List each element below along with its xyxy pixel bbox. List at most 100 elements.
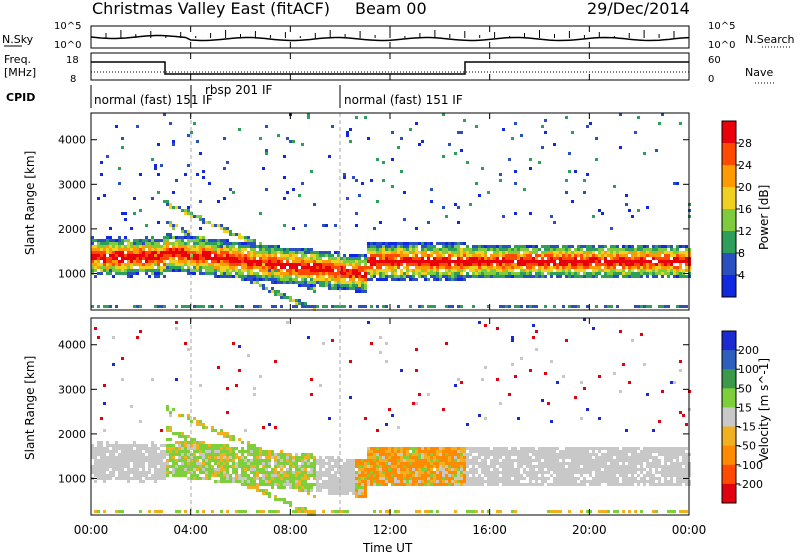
heatmap-cell xyxy=(583,260,586,263)
heatmap-cell xyxy=(511,465,514,468)
heatmap-cell xyxy=(157,242,160,245)
heatmap-cell xyxy=(685,254,688,257)
heatmap-cell xyxy=(247,269,250,272)
heatmap-cell xyxy=(547,402,550,405)
heatmap-cell xyxy=(475,248,478,251)
heatmap-cell xyxy=(577,477,580,480)
heatmap-cell xyxy=(187,251,190,254)
heatmap-cell xyxy=(196,468,199,471)
heatmap-cell xyxy=(268,492,271,495)
heatmap-cell xyxy=(520,474,523,477)
heatmap-cell xyxy=(349,477,352,480)
heatmap-cell xyxy=(184,263,187,266)
heatmap-cell xyxy=(301,269,304,272)
heatmap-cell xyxy=(565,462,568,465)
heatmap-cell xyxy=(436,269,439,272)
heatmap-cell xyxy=(478,450,481,453)
heatmap-cell xyxy=(382,263,385,266)
heatmap-cell xyxy=(301,480,304,483)
heatmap-cell xyxy=(286,260,289,263)
heatmap-cell xyxy=(166,266,169,269)
heatmap-cell xyxy=(139,330,142,333)
heatmap-cell xyxy=(556,474,559,477)
heatmap-cell xyxy=(217,471,220,474)
heatmap-cell xyxy=(490,471,493,474)
heatmap-cell xyxy=(322,278,325,281)
heatmap-cell xyxy=(358,489,361,492)
heatmap-cell xyxy=(250,278,253,281)
heatmap-cell xyxy=(493,459,496,462)
heatmap-cell xyxy=(220,269,223,272)
heatmap-cell xyxy=(379,477,382,480)
heatmap-cell xyxy=(472,305,475,308)
heatmap-cell xyxy=(448,474,451,477)
heatmap-cell xyxy=(346,486,349,489)
heatmap-cell xyxy=(571,263,574,266)
heatmap-cell xyxy=(286,501,289,504)
heatmap-cell xyxy=(466,266,469,269)
heatmap-cell xyxy=(181,239,184,242)
heatmap-cell xyxy=(418,447,421,450)
heatmap-cell xyxy=(349,278,352,281)
heatmap-cell xyxy=(241,480,244,483)
heatmap-cell xyxy=(163,266,166,269)
heatmap-cell xyxy=(469,257,472,260)
heatmap-cell xyxy=(499,465,502,468)
heatmap-cell xyxy=(598,471,601,474)
heatmap-cell xyxy=(580,266,583,269)
heatmap-cell xyxy=(388,447,391,450)
heatmap-cell xyxy=(235,260,238,263)
heatmap-cell xyxy=(493,483,496,486)
heatmap-cell xyxy=(412,456,415,459)
heatmap-cell xyxy=(442,459,445,462)
heatmap-cell xyxy=(547,254,550,257)
heatmap-cell xyxy=(235,477,238,480)
heatmap-cell xyxy=(394,510,397,513)
heatmap-cell xyxy=(646,260,649,263)
heatmap-cell xyxy=(610,477,613,480)
heatmap-cell xyxy=(676,257,679,260)
heatmap-cell xyxy=(232,450,235,453)
heatmap-cell xyxy=(517,465,520,468)
heatmap-cell xyxy=(448,450,451,453)
heatmap-cell xyxy=(439,260,442,263)
heatmap-cell xyxy=(319,465,322,468)
heatmap-cell xyxy=(310,462,313,465)
heatmap-cell xyxy=(379,263,382,266)
heatmap-cell xyxy=(145,224,148,227)
heatmap-cell xyxy=(364,269,367,272)
heatmap-cell xyxy=(412,462,415,465)
heatmap-cell xyxy=(265,471,268,474)
heatmap-cell xyxy=(550,420,553,423)
heatmap-cell xyxy=(517,417,520,420)
heatmap-cell xyxy=(598,260,601,263)
heatmap-cell xyxy=(679,272,682,275)
heatmap-cell xyxy=(220,444,223,447)
heatmap-cell xyxy=(403,278,406,281)
heatmap-cell xyxy=(685,251,688,254)
heatmap-cell xyxy=(388,275,391,278)
heatmap-cell xyxy=(187,471,190,474)
heatmap-cell xyxy=(631,269,634,272)
heatmap-cell xyxy=(574,477,577,480)
heatmap-cell xyxy=(604,254,607,257)
heatmap-cell xyxy=(307,281,310,284)
heatmap-cell xyxy=(376,465,379,468)
heatmap-cell xyxy=(223,471,226,474)
heatmap-cell xyxy=(523,254,526,257)
heatmap-cell xyxy=(217,462,220,465)
heatmap-cell xyxy=(517,257,520,260)
heatmap-cell xyxy=(400,251,403,254)
heatmap-cell xyxy=(634,275,637,278)
heatmap-cell xyxy=(106,239,109,242)
heatmap-cell xyxy=(100,450,103,453)
heatmap-cell xyxy=(388,459,391,462)
heatmap-cell xyxy=(661,245,664,248)
heatmap-cell xyxy=(394,257,397,260)
heatmap-cell xyxy=(100,459,103,462)
heatmap-cell xyxy=(367,245,370,248)
heatmap-cell xyxy=(400,474,403,477)
heatmap-cell xyxy=(550,248,553,251)
heatmap-cell xyxy=(448,143,451,146)
heatmap-cell xyxy=(115,456,118,459)
